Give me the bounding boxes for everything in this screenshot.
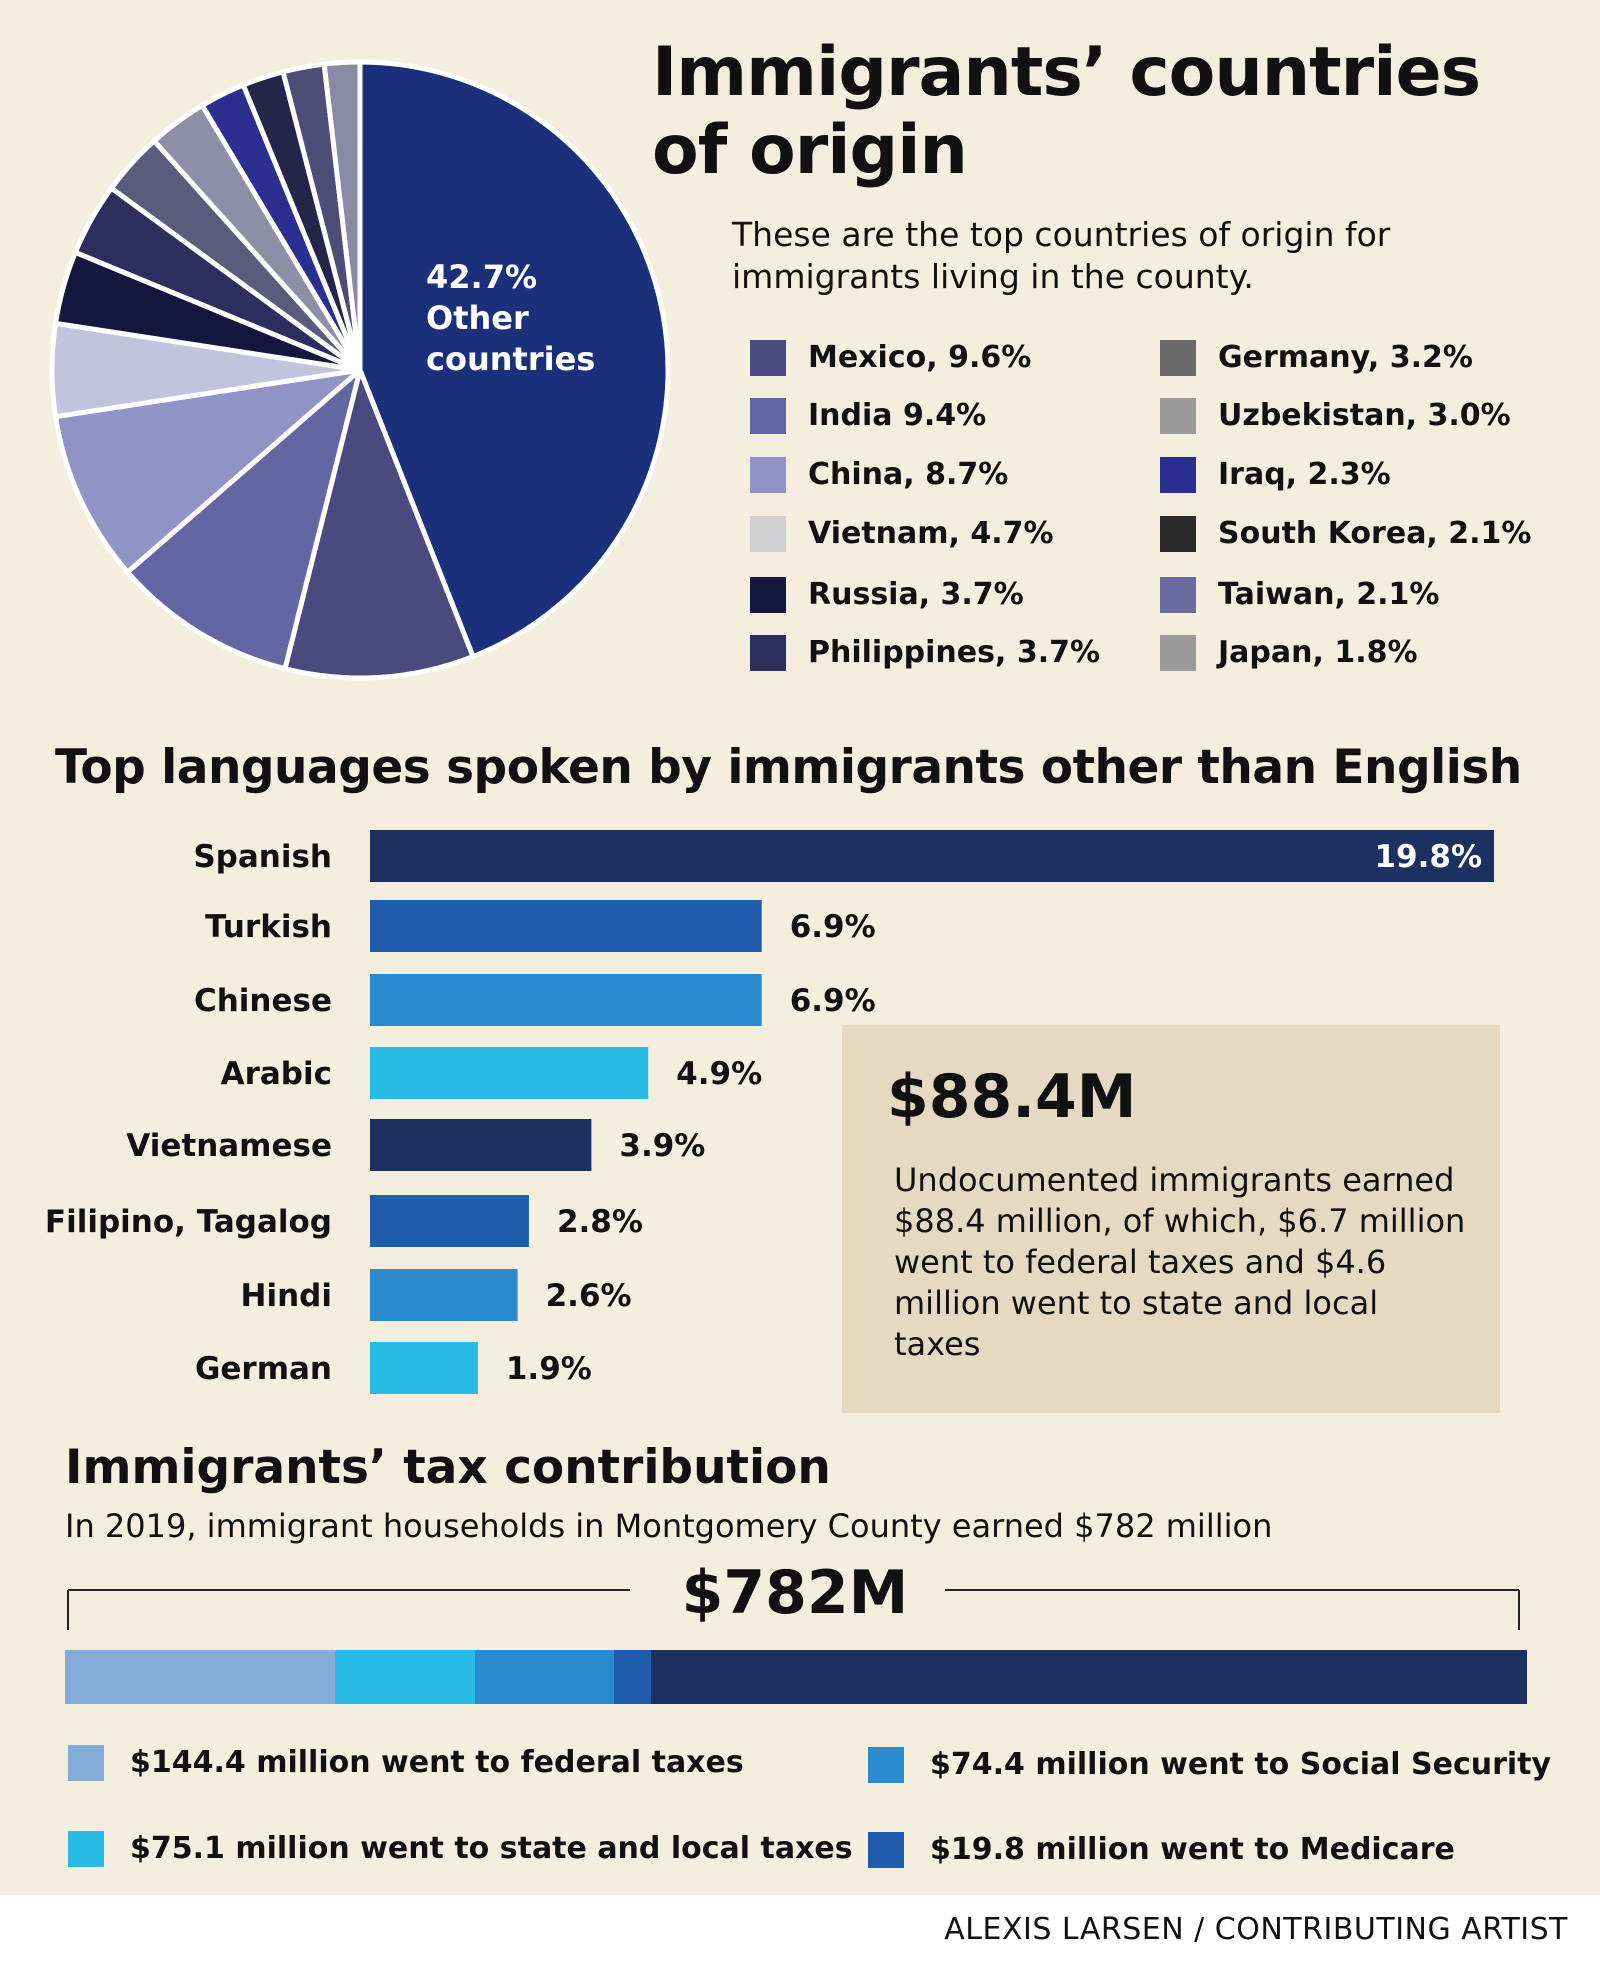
- tax-legend-swatch: [868, 1747, 904, 1783]
- legend-swatch: [750, 340, 786, 376]
- bar-chinese: [370, 974, 762, 1026]
- tax-legend-label: $19.8 million went to Medicare: [930, 1832, 1455, 1867]
- bar-value-label: 1.9%: [506, 1351, 592, 1387]
- legend-label: Vietnam, 4.7%: [808, 516, 1054, 551]
- legend-swatch: [750, 398, 786, 434]
- legend-swatch: [1160, 398, 1196, 434]
- legend-swatch: [1160, 516, 1196, 552]
- legend-swatch: [750, 577, 786, 613]
- legend-swatch: [750, 635, 786, 671]
- pie-label-line1: Other: [426, 299, 529, 337]
- legend-label: India 9.4%: [808, 398, 987, 433]
- bar-category-label: Turkish: [205, 909, 332, 945]
- bar-value-label: 6.9%: [790, 983, 876, 1019]
- bar-spanish: [370, 830, 1494, 882]
- languages-title: Top languages spoken by immigrants other…: [55, 740, 1522, 795]
- page-subtitle: These are the top countries of origin fo…: [732, 215, 1391, 296]
- bar-category-label: Spanish: [193, 839, 332, 875]
- languages-bar-chart: Spanish 19.8% Turkish 6.9% Chinese 6.9% Arabic…: [45, 830, 1494, 1394]
- callout-text: Undocumented immigrants earned $88.4 mil…: [894, 1161, 1466, 1363]
- total-earned-label: $782M: [681, 1558, 909, 1628]
- bar-category-label: Filipino, Tagalog: [45, 1204, 332, 1240]
- pie-slice-india: [125, 367, 363, 672]
- bar-hindi: [370, 1269, 518, 1321]
- legend-label: Japan, 1.8%: [1218, 635, 1418, 670]
- bar-value-label: 2.8%: [557, 1204, 643, 1240]
- legend-swatch: [1160, 457, 1196, 493]
- callout-value: $88.4M: [887, 1062, 1137, 1132]
- pie-slice-other-countries: [357, 59, 671, 660]
- bar-turkish: [370, 900, 762, 952]
- legend-swatch: [1160, 635, 1196, 671]
- legend-label: China, 8.7%: [808, 457, 1009, 492]
- bar-filipino-tagalog: [370, 1195, 529, 1247]
- page-title: Immigrants’ countries of origin: [652, 33, 1481, 190]
- tax-legend-swatch: [68, 1831, 104, 1867]
- stack-segment-medicare: [614, 1650, 652, 1704]
- bar-value-label: 19.8%: [1374, 839, 1482, 875]
- bar-category-label: Arabic: [221, 1056, 332, 1092]
- legend-swatch: [1160, 577, 1196, 613]
- bar-category-label: Vietnamese: [126, 1128, 332, 1164]
- legend-label: Germany, 3.2%: [1218, 340, 1473, 375]
- tax-subtitle: In 2019, immigrant households in Montgom…: [65, 1507, 1273, 1545]
- legend-swatch: [750, 516, 786, 552]
- tax-legend-label: $144.4 million went to federal taxes: [130, 1745, 744, 1780]
- legend-label: Taiwan, 2.1%: [1218, 577, 1440, 612]
- stack-segment-social-security: [475, 1650, 615, 1704]
- stack-segment-federal-taxes: [65, 1650, 335, 1704]
- total-bracket: [67, 1589, 1520, 1630]
- bar-german: [370, 1342, 478, 1394]
- legend-label: Iraq, 2.3%: [1218, 457, 1391, 492]
- legend-label: Philippines, 3.7%: [808, 635, 1101, 670]
- legend-label: South Korea, 2.1%: [1218, 516, 1532, 551]
- bar-value-label: 6.9%: [790, 909, 876, 945]
- legend-label: Russia, 3.7%: [808, 577, 1024, 612]
- legend-swatch: [1160, 340, 1196, 376]
- pie-slice-japan: [321, 59, 363, 373]
- bar-category-label: Hindi: [241, 1278, 332, 1314]
- pie-slice-china: [53, 367, 363, 575]
- bar-value-label: 2.6%: [546, 1278, 632, 1314]
- legend-label: Uzbekistan, 3.0%: [1218, 398, 1511, 433]
- bar-arabic: [370, 1047, 649, 1099]
- bar-value-label: 3.9%: [619, 1128, 705, 1164]
- pie-label-value: 42.7%: [426, 258, 537, 296]
- bar-value-label: 4.9%: [676, 1056, 762, 1092]
- legend-swatch: [750, 457, 786, 493]
- undocumented-callout: $88.4M Undocumented immigrants earned $8…: [842, 1025, 1500, 1413]
- pie-label-line2: countries: [426, 340, 595, 378]
- tax-legend-swatch: [868, 1832, 904, 1868]
- stack-segment-remainder: [651, 1650, 1527, 1704]
- stack-segment-state-and-local-taxes: [334, 1650, 476, 1704]
- tax-title: Immigrants’ tax contribution: [65, 1440, 831, 1495]
- tax-legend-label: $75.1 million went to state and local ta…: [130, 1831, 853, 1866]
- tax-legend-label: $74.4 million went to Social Security: [930, 1747, 1552, 1782]
- legend-label: Mexico, 9.6%: [808, 340, 1032, 375]
- artist-credit: ALEXIS LARSEN / CONTRIBUTING ARTIST: [944, 1912, 1568, 1947]
- tax-legend-swatch: [68, 1745, 104, 1781]
- tax-stacked-bar: [65, 1650, 1527, 1704]
- bar-category-label: Chinese: [194, 983, 332, 1019]
- bar-vietnamese: [370, 1119, 592, 1171]
- pie-slice-mexico: [282, 367, 476, 681]
- bar-category-label: German: [195, 1351, 332, 1387]
